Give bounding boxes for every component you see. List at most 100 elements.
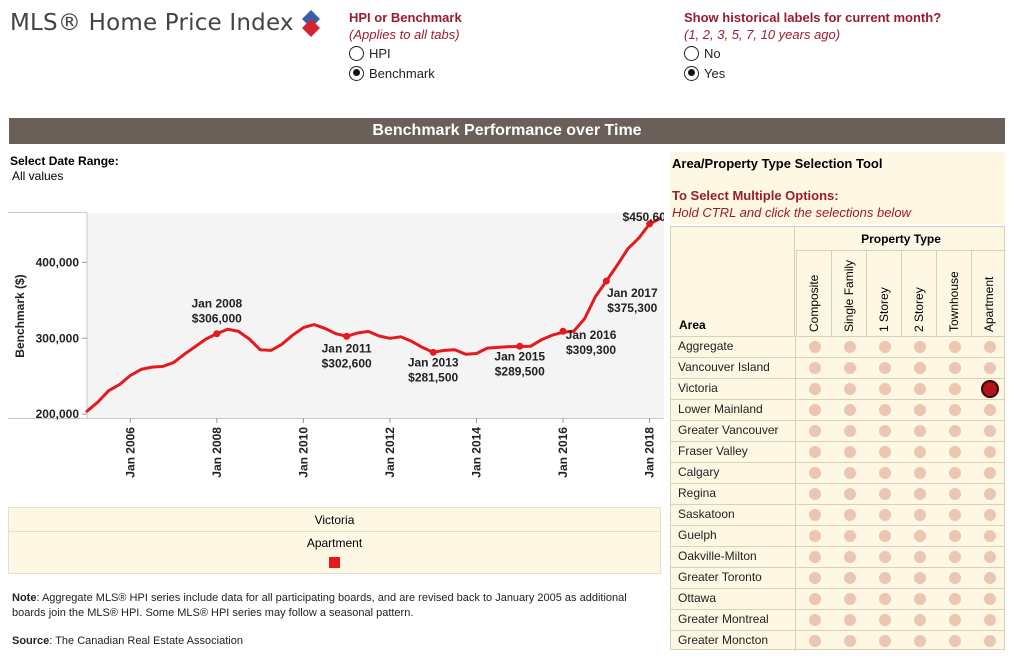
select-dot-guelph-apartment[interactable] (983, 530, 996, 542)
column-header-townhouse[interactable]: Townhouse (936, 251, 971, 336)
select-dot-vancouver-island-townhouse[interactable] (948, 362, 961, 374)
select-dot-lower-mainland-single-family[interactable] (843, 404, 856, 416)
select-dot-regina-2-storey[interactable] (913, 488, 926, 500)
select-dot-fraser-valley-composite[interactable] (808, 446, 821, 458)
select-dot-greater-moncton-composite[interactable] (808, 635, 821, 647)
select-dot-greater-montreal-composite[interactable] (808, 614, 821, 626)
select-dot-ottawa-apartment[interactable] (983, 593, 996, 605)
select-dot-calgary-apartment[interactable] (983, 467, 996, 479)
select-dot-regina-townhouse[interactable] (948, 488, 961, 500)
select-dot-lower-mainland-composite[interactable] (808, 404, 821, 416)
select-dot-greater-montreal-townhouse[interactable] (948, 614, 961, 626)
select-dot-fraser-valley-single-family[interactable] (843, 446, 856, 458)
select-dot-calgary-1-storey[interactable] (878, 467, 891, 479)
select-dot-saskatoon-1-storey[interactable] (878, 509, 891, 521)
select-dot-victoria-composite[interactable] (808, 383, 821, 395)
select-dot-vancouver-island-2-storey[interactable] (913, 362, 926, 374)
select-dot-greater-montreal-single-family[interactable] (843, 614, 856, 626)
select-dot-greater-montreal-apartment[interactable] (983, 614, 996, 626)
select-dot-regina-apartment[interactable] (983, 488, 996, 500)
radio-yes[interactable]: Yes (684, 64, 941, 82)
select-dot-greater-vancouver-apartment[interactable] (983, 425, 996, 437)
select-dot-greater-vancouver-composite[interactable] (808, 425, 821, 437)
select-dot-aggregate-single-family[interactable] (843, 341, 856, 353)
select-dot-fraser-valley-townhouse[interactable] (948, 446, 961, 458)
select-dot-victoria-1-storey[interactable] (878, 383, 891, 395)
radio-benchmark[interactable]: Benchmark (349, 64, 462, 82)
select-dot-saskatoon-single-family[interactable] (843, 509, 856, 521)
area-label[interactable]: Aggregate (678, 339, 734, 353)
select-dot-greater-toronto-apartment[interactable] (983, 572, 996, 584)
radio-benchmark-circle[interactable] (349, 65, 364, 81)
select-dot-oakville-milton-2-storey[interactable] (913, 551, 926, 563)
area-label[interactable]: Victoria (678, 381, 718, 395)
select-dot-calgary-single-family[interactable] (843, 467, 856, 479)
column-header-1-storey[interactable]: 1 Storey (866, 251, 901, 336)
column-header-apartment[interactable]: Apartment (971, 251, 1006, 336)
area-label[interactable]: Ottawa (678, 591, 717, 605)
select-dot-greater-toronto-2-storey[interactable] (913, 572, 926, 584)
select-dot-saskatoon-apartment[interactable] (983, 509, 996, 521)
area-label[interactable]: Greater Montreal (678, 612, 769, 626)
area-label[interactable]: Lower Mainland (678, 402, 763, 416)
select-dot-greater-vancouver-2-storey[interactable] (913, 425, 926, 437)
radio-yes-circle[interactable] (684, 65, 699, 81)
area-label[interactable]: Greater Toronto (678, 570, 762, 584)
select-dot-greater-toronto-1-storey[interactable] (878, 572, 891, 584)
select-dot-guelph-composite[interactable] (808, 530, 821, 542)
select-dot-greater-vancouver-townhouse[interactable] (948, 425, 961, 437)
select-dot-guelph-2-storey[interactable] (913, 530, 926, 542)
select-dot-lower-mainland-1-storey[interactable] (878, 404, 891, 416)
date-range-value[interactable]: All values (12, 169, 64, 183)
area-label[interactable]: Greater Vancouver (678, 423, 779, 437)
select-dot-fraser-valley-apartment[interactable] (983, 446, 996, 458)
select-dot-regina-composite[interactable] (808, 488, 821, 500)
select-dot-regina-single-family[interactable] (843, 488, 856, 500)
column-header-single-family[interactable]: Single Family (831, 251, 866, 336)
area-label[interactable]: Saskatoon (678, 507, 735, 521)
area-label[interactable]: Greater Moncton (678, 633, 769, 647)
select-dot-greater-moncton-townhouse[interactable] (948, 635, 961, 647)
select-dot-oakville-milton-1-storey[interactable] (878, 551, 891, 563)
select-dot-greater-moncton-apartment[interactable] (983, 635, 996, 647)
radio-hpi-circle[interactable] (349, 45, 364, 61)
select-dot-saskatoon-composite[interactable] (808, 509, 821, 521)
select-dot-greater-moncton-1-storey[interactable] (878, 635, 891, 647)
column-header-2-storey[interactable]: 2 Storey (901, 251, 936, 336)
select-dot-calgary-townhouse[interactable] (948, 467, 961, 479)
select-dot-vancouver-island-1-storey[interactable] (878, 362, 891, 374)
area-label[interactable]: Fraser Valley (678, 444, 748, 458)
select-dot-oakville-milton-single-family[interactable] (843, 551, 856, 563)
radio-no[interactable]: No (684, 44, 941, 62)
select-dot-regina-1-storey[interactable] (878, 488, 891, 500)
select-dot-calgary-2-storey[interactable] (913, 467, 926, 479)
select-dot-vancouver-island-single-family[interactable] (843, 362, 856, 374)
select-dot-ottawa-townhouse[interactable] (948, 593, 961, 605)
select-dot-greater-toronto-single-family[interactable] (843, 572, 856, 584)
select-dot-ottawa-1-storey[interactable] (878, 593, 891, 605)
select-dot-saskatoon-townhouse[interactable] (948, 509, 961, 521)
select-dot-aggregate-townhouse[interactable] (948, 341, 961, 353)
select-dot-ottawa-2-storey[interactable] (913, 593, 926, 605)
area-label[interactable]: Calgary (678, 465, 720, 479)
radio-hpi[interactable]: HPI (349, 44, 462, 62)
select-dot-ottawa-single-family[interactable] (843, 593, 856, 605)
area-label[interactable]: Regina (678, 486, 717, 500)
select-dot-fraser-valley-2-storey[interactable] (913, 446, 926, 458)
select-dot-victoria-apartment[interactable] (980, 380, 999, 398)
select-dot-greater-moncton-single-family[interactable] (843, 635, 856, 647)
select-dot-guelph-1-storey[interactable] (878, 530, 891, 542)
select-dot-greater-montreal-1-storey[interactable] (878, 614, 891, 626)
select-dot-aggregate-apartment[interactable] (983, 341, 996, 353)
select-dot-guelph-townhouse[interactable] (948, 530, 961, 542)
select-dot-lower-mainland-2-storey[interactable] (913, 404, 926, 416)
column-header-composite[interactable]: Composite (796, 251, 831, 336)
select-dot-greater-montreal-2-storey[interactable] (913, 614, 926, 626)
area-label[interactable]: Guelph (678, 528, 717, 542)
select-dot-saskatoon-2-storey[interactable] (913, 509, 926, 521)
select-dot-lower-mainland-apartment[interactable] (983, 404, 996, 416)
select-dot-greater-vancouver-single-family[interactable] (843, 425, 856, 437)
select-dot-vancouver-island-apartment[interactable] (983, 362, 996, 374)
radio-no-circle[interactable] (684, 45, 699, 61)
select-dot-oakville-milton-townhouse[interactable] (948, 551, 961, 563)
